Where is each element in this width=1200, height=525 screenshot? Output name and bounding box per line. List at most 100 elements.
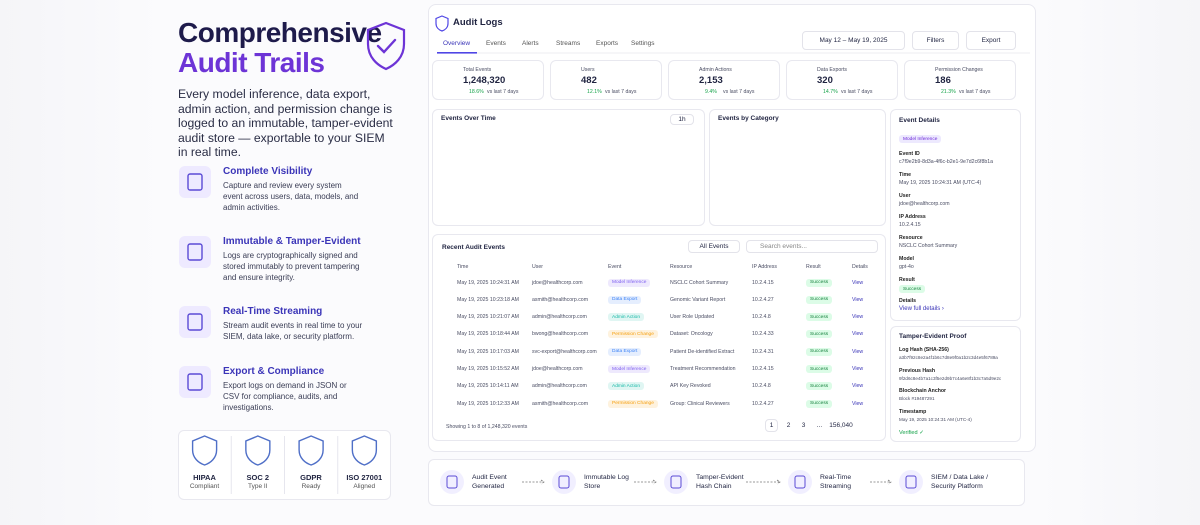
tab[interactable]: Streams — [556, 40, 581, 47]
cell: 10.2.4.27 — [752, 296, 774, 303]
badge-icon — [191, 435, 218, 466]
cell: asmith@healthcorp.com — [532, 296, 589, 303]
export[interactable]: Export — [966, 31, 1016, 50]
view-link[interactable]: View — [852, 400, 864, 407]
result-tag: Success — [806, 399, 833, 408]
step-label: Tamper-Evident Hash Chain — [696, 474, 744, 490]
hero-shield — [366, 21, 406, 71]
icon-glyph — [187, 243, 203, 261]
feature-title: Real-Time Streaming — [223, 306, 323, 317]
field-value: gpt-4o — [899, 264, 914, 270]
feature-title: Immutable & Tamper-Evident — [223, 236, 361, 247]
tab[interactable]: Exports — [596, 40, 619, 47]
icon-bg — [179, 236, 211, 268]
app-title: Audit Logs — [453, 17, 503, 28]
step-icon — [664, 470, 688, 494]
badge-icon — [245, 435, 271, 466]
field-label: Details — [899, 298, 917, 304]
field-label: Resource — [899, 235, 923, 241]
feature-text: Stream audit events in real time to your… — [223, 321, 363, 341]
line-title: Events Over Time — [441, 115, 496, 122]
stat-card — [786, 60, 898, 100]
stat-change: 21.3% — [941, 89, 956, 95]
stat-label: Users — [581, 67, 595, 73]
result-tag: Success — [806, 313, 833, 322]
view-link[interactable]: View — [852, 296, 864, 303]
stat-note: vs last 7 days — [605, 89, 637, 95]
page-button[interactable]: 156,040 — [829, 422, 853, 429]
event-tag: Data Export — [608, 295, 642, 304]
view-link[interactable]: View — [852, 331, 864, 338]
view-link[interactable]: View — [852, 383, 864, 390]
cell: May 19, 2025 10:18:44 AM — [457, 331, 520, 338]
cell: May 19, 2025 10:17:03 AM — [457, 348, 520, 355]
view-link[interactable]: View — [852, 314, 864, 321]
proof-value: May 19, 2025 10:24:31 AM (UTC-4) — [899, 416, 972, 422]
badge-name: HIPAA — [193, 473, 216, 482]
details-tag: Model Inference — [899, 135, 942, 143]
event-tag: Admin Action — [608, 313, 644, 322]
page-button[interactable]: 3 — [801, 422, 806, 429]
pie-card — [709, 109, 886, 226]
cell: API Key Revoked — [670, 383, 711, 390]
tab[interactable]: Settings — [631, 40, 655, 47]
stat-value: 2,153 — [699, 75, 723, 86]
column-header: Event — [608, 264, 622, 270]
event-filter[interactable]: All Events — [688, 240, 740, 253]
view-link[interactable]: View — [852, 279, 864, 286]
page-button[interactable]: 2 — [786, 422, 791, 429]
cell: 10.2.4.33 — [752, 331, 774, 338]
stat-card — [432, 60, 544, 100]
field-label: User — [899, 193, 911, 199]
cell: admin@healthcorp.com — [532, 314, 587, 321]
event-tag: Data Export — [608, 347, 642, 356]
stat-change: 12.1% — [587, 89, 602, 95]
proof-label: Previous Hash — [899, 367, 936, 374]
view-link[interactable]: View — [852, 348, 864, 355]
cell: 10.2.4.8 — [752, 383, 771, 390]
filters[interactable]: Filters — [912, 31, 959, 50]
page-button[interactable]: ... — [816, 422, 823, 429]
cell: Group: Clinical Reviewers — [670, 400, 730, 407]
cell: May 19, 2025 10:14:11 AM — [457, 383, 519, 390]
interval[interactable]: 1h — [670, 114, 694, 125]
stat-label: Data Exports — [817, 67, 847, 73]
step-glyph — [558, 475, 570, 489]
proof-card — [890, 326, 1021, 442]
search[interactable]: Search events... — [746, 240, 878, 253]
page-button[interactable]: 1 — [765, 419, 778, 432]
cell: 10.2.4.15 — [752, 279, 774, 286]
event-tag: Model Inference — [608, 278, 651, 287]
stat-value: 320 — [817, 75, 833, 86]
tab[interactable]: Alerts — [522, 40, 539, 47]
step-label: Real-Time Streaming — [820, 474, 852, 490]
proof-label: Blockchain Anchor — [899, 388, 947, 394]
step-glyph — [794, 475, 806, 489]
date-range[interactable]: May 12 – May 19, 2025 — [802, 31, 905, 50]
event-tag: Model Inference — [608, 365, 651, 373]
stat-card — [668, 60, 780, 100]
verified: Verified ✓ — [899, 430, 924, 436]
cell: admin@healthcorp.com — [532, 383, 587, 390]
feature-title: Complete Visibility — [223, 166, 313, 177]
event-tag: Permission Change — [608, 399, 658, 408]
column-header: Result — [806, 264, 821, 270]
cell: Dataset: Oncology — [670, 331, 713, 338]
details-title: Event Details — [899, 117, 940, 124]
cell: May 19, 2025 10:21:07 AM — [457, 314, 520, 321]
tab[interactable]: Overview — [443, 40, 471, 47]
proof-value: a3b7f92c8e2a4f1b6c7d8e9f0a1b2c3d4e5f6789… — [899, 355, 998, 360]
step-label: Immutable Log Store — [584, 474, 629, 490]
step-glyph — [670, 475, 682, 489]
app-logo — [435, 15, 449, 32]
cell: 10.2.4.8 — [752, 314, 771, 321]
tab[interactable]: Events — [486, 40, 506, 47]
icon-glyph — [187, 173, 203, 191]
details-link[interactable]: View full details › — [899, 306, 944, 312]
stat-label: Admin Actions — [699, 67, 732, 73]
view-link[interactable]: View — [852, 366, 864, 372]
feature-text: Capture and review every system event ac… — [223, 181, 359, 212]
